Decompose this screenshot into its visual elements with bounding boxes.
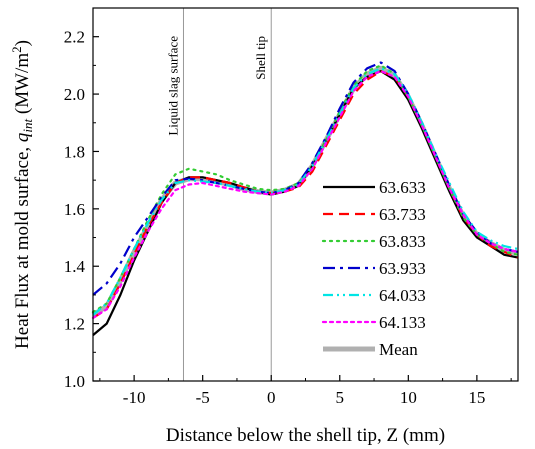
x-tick-label-1: -5 <box>196 388 210 407</box>
x-tick-label-5: 15 <box>468 388 485 407</box>
y-tick-label-3: 1.6 <box>64 200 85 219</box>
legend-label-3: 63.933 <box>379 259 426 278</box>
x-tick-label-4: 10 <box>400 388 417 407</box>
series-line-63-833 <box>91 64 520 314</box>
y-axis-label-q: q <box>12 132 33 142</box>
y-axis-label-main: Heat Flux at mold surface, <box>12 142 33 349</box>
y-axis-label: Heat Flux at mold surface, qint (MW/m2) <box>9 40 35 349</box>
x-axis-label: Distance below the shell tip, Z (mm) <box>166 425 445 446</box>
y-axis-label-close: ) <box>12 40 33 46</box>
y-axis-label-sup: 2 <box>9 46 24 53</box>
y-tick-label-0: 1.0 <box>64 372 85 391</box>
y-tick-label-2: 1.4 <box>64 257 86 276</box>
annotation-label-1: Shell tip <box>253 36 268 80</box>
legend-label-4: 64.033 <box>379 286 426 305</box>
x-tick-label-2: 0 <box>267 388 276 407</box>
series-line-63-933 <box>92 61 519 296</box>
legend: 63.633 63.733 63.833 63.933 64.033 64.133 Mean <box>321 178 426 359</box>
x-tick-label-3: 5 <box>336 388 345 407</box>
annotation-label-0: Liquid slag surface <box>165 36 180 136</box>
x-tick-label-0: -10 <box>123 388 146 407</box>
y-axis-label-sub: int <box>20 118 35 132</box>
legend-label-0: 63.633 <box>379 178 426 197</box>
legend-label-1: 63.733 <box>379 205 426 224</box>
series-line-64-133 <box>91 69 520 319</box>
y-tick-label-5: 2.0 <box>64 85 85 104</box>
y-axis-label-unit: (MW/m <box>12 53 33 119</box>
series-line-64-033 <box>92 67 519 316</box>
axis-ticks: -10 -5 0 5 10 15 1.0 1.2 1.4 1.6 1.8 2.0 2.2 <box>64 28 512 407</box>
y-tick-label-6: 2.2 <box>64 28 85 47</box>
annotations: Liquid slag surface Shell tip <box>165 36 268 136</box>
legend-label-5: 64.133 <box>379 313 426 332</box>
legend-label-6: Mean <box>379 340 418 359</box>
y-tick-label-4: 1.8 <box>64 142 85 161</box>
y-tick-label-1: 1.2 <box>64 315 85 334</box>
series-layer <box>91 61 520 336</box>
legend-label-2: 63.833 <box>379 232 426 251</box>
